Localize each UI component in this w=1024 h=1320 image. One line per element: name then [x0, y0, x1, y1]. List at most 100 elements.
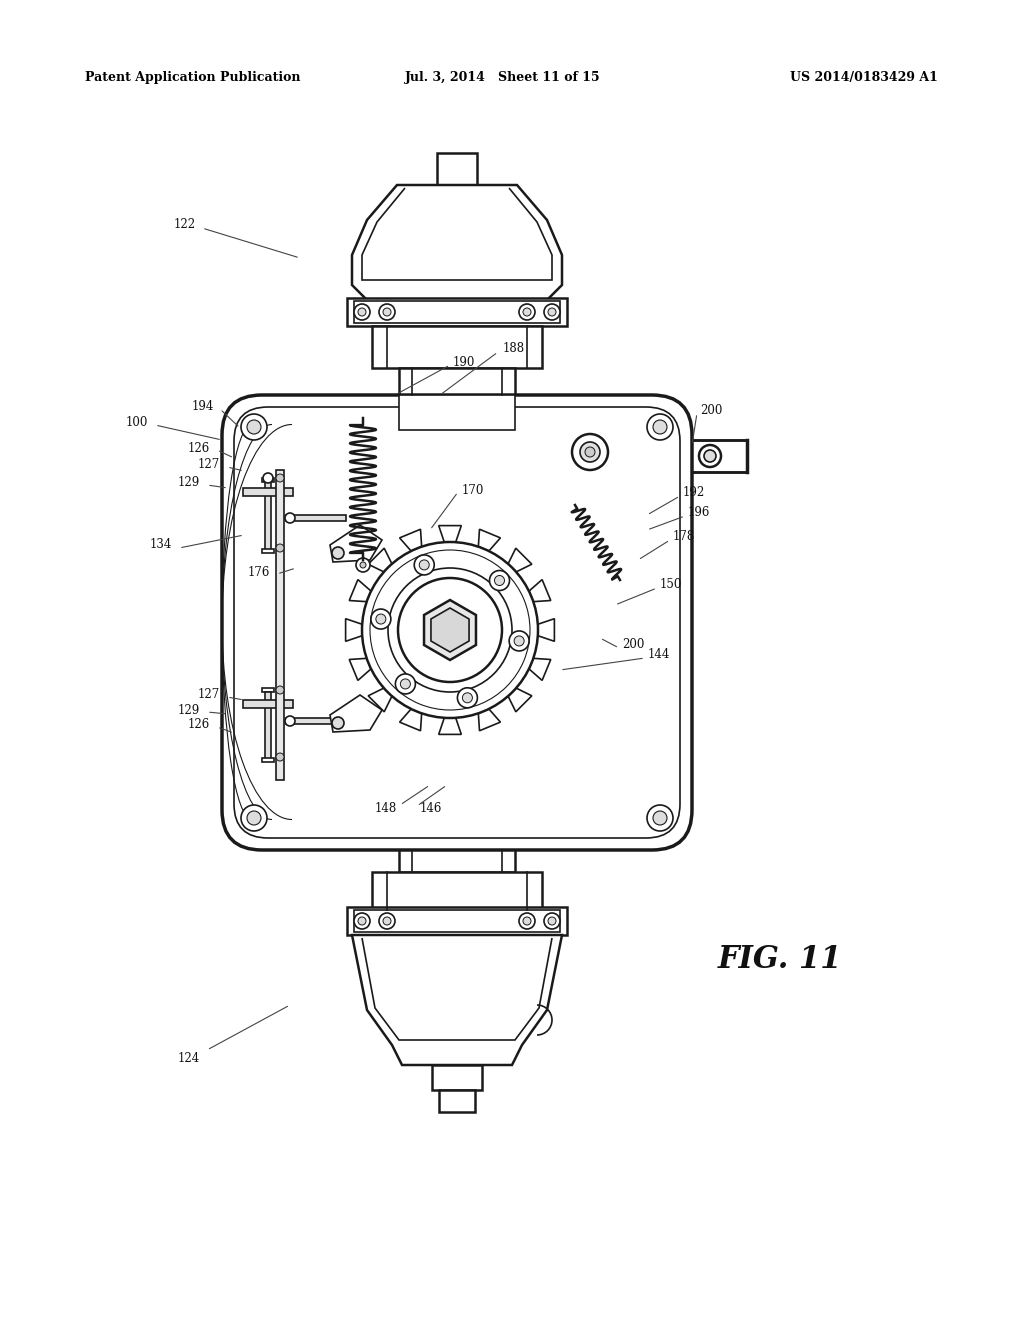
Bar: [347, 298, 567, 326]
Polygon shape: [529, 579, 551, 602]
Text: FIG. 11: FIG. 11: [718, 945, 843, 975]
Text: 150: 150: [660, 578, 682, 591]
Circle shape: [362, 543, 538, 718]
FancyBboxPatch shape: [222, 395, 692, 850]
Circle shape: [398, 578, 502, 682]
Text: 126: 126: [187, 441, 210, 454]
Circle shape: [463, 693, 472, 702]
Circle shape: [285, 715, 295, 726]
Bar: [437, 153, 477, 185]
Text: Patent Application Publication: Patent Application Publication: [85, 71, 300, 84]
Circle shape: [241, 414, 267, 440]
Circle shape: [356, 558, 370, 572]
Circle shape: [544, 304, 560, 319]
Circle shape: [509, 631, 529, 651]
Circle shape: [699, 445, 721, 467]
Circle shape: [285, 513, 295, 523]
Circle shape: [572, 434, 608, 470]
Circle shape: [495, 576, 505, 586]
Polygon shape: [438, 718, 462, 734]
Text: 170: 170: [462, 483, 484, 496]
Bar: [692, 440, 746, 473]
Circle shape: [383, 308, 391, 315]
Polygon shape: [478, 709, 501, 731]
Bar: [399, 368, 515, 395]
Circle shape: [354, 913, 370, 929]
Bar: [399, 395, 515, 430]
Polygon shape: [346, 619, 362, 642]
Text: Jul. 3, 2014   Sheet 11 of 15: Jul. 3, 2014 Sheet 11 of 15: [406, 71, 601, 84]
Polygon shape: [352, 935, 562, 1065]
Bar: [432, 1065, 482, 1090]
Text: 144: 144: [648, 648, 671, 661]
Text: US 2014/0183429 A1: US 2014/0183429 A1: [790, 71, 938, 84]
Circle shape: [653, 420, 667, 434]
Circle shape: [276, 474, 284, 482]
Circle shape: [358, 308, 366, 315]
Polygon shape: [369, 548, 392, 572]
Circle shape: [647, 805, 673, 832]
Polygon shape: [330, 525, 382, 562]
Circle shape: [263, 473, 273, 483]
Circle shape: [247, 420, 261, 434]
Bar: [354, 909, 560, 932]
Text: 200: 200: [700, 404, 722, 417]
Bar: [286, 515, 346, 521]
Circle shape: [458, 688, 477, 708]
Circle shape: [523, 917, 531, 925]
Text: 127: 127: [198, 458, 220, 471]
Circle shape: [653, 810, 667, 825]
Circle shape: [247, 810, 261, 825]
Circle shape: [519, 913, 535, 929]
Circle shape: [544, 913, 560, 929]
Circle shape: [379, 913, 395, 929]
Polygon shape: [352, 185, 562, 305]
Text: 124: 124: [178, 1052, 200, 1064]
Bar: [262, 688, 274, 692]
Circle shape: [523, 308, 531, 315]
Circle shape: [371, 609, 391, 630]
Polygon shape: [424, 601, 476, 660]
Circle shape: [580, 442, 600, 462]
Circle shape: [276, 686, 284, 694]
Text: 190: 190: [453, 355, 475, 368]
Polygon shape: [349, 659, 371, 680]
Text: 200: 200: [622, 639, 644, 652]
Circle shape: [585, 447, 595, 457]
Polygon shape: [438, 525, 462, 543]
Circle shape: [332, 717, 344, 729]
Circle shape: [376, 614, 386, 624]
Circle shape: [383, 917, 391, 925]
Text: 188: 188: [503, 342, 525, 355]
Circle shape: [388, 568, 512, 692]
Bar: [276, 470, 284, 780]
Text: 129: 129: [178, 477, 200, 490]
Text: 192: 192: [683, 487, 706, 499]
Bar: [286, 718, 346, 723]
Bar: [399, 850, 515, 873]
Bar: [439, 1090, 475, 1111]
Circle shape: [276, 544, 284, 552]
Text: 148: 148: [375, 801, 397, 814]
Text: 176: 176: [248, 565, 270, 578]
Circle shape: [276, 752, 284, 762]
Polygon shape: [508, 688, 531, 711]
Bar: [265, 692, 271, 760]
Text: 194: 194: [191, 400, 214, 413]
Circle shape: [358, 917, 366, 925]
Polygon shape: [538, 619, 554, 642]
Polygon shape: [431, 609, 469, 652]
Text: 100: 100: [126, 416, 148, 429]
Polygon shape: [349, 579, 371, 602]
Text: 129: 129: [178, 704, 200, 717]
Text: 178: 178: [673, 531, 695, 544]
Polygon shape: [399, 709, 422, 731]
Polygon shape: [529, 659, 551, 680]
Polygon shape: [399, 529, 422, 550]
Polygon shape: [478, 529, 501, 550]
Bar: [347, 907, 567, 935]
Text: 134: 134: [150, 539, 172, 552]
Circle shape: [489, 570, 510, 590]
Polygon shape: [330, 696, 382, 733]
Circle shape: [419, 560, 429, 570]
